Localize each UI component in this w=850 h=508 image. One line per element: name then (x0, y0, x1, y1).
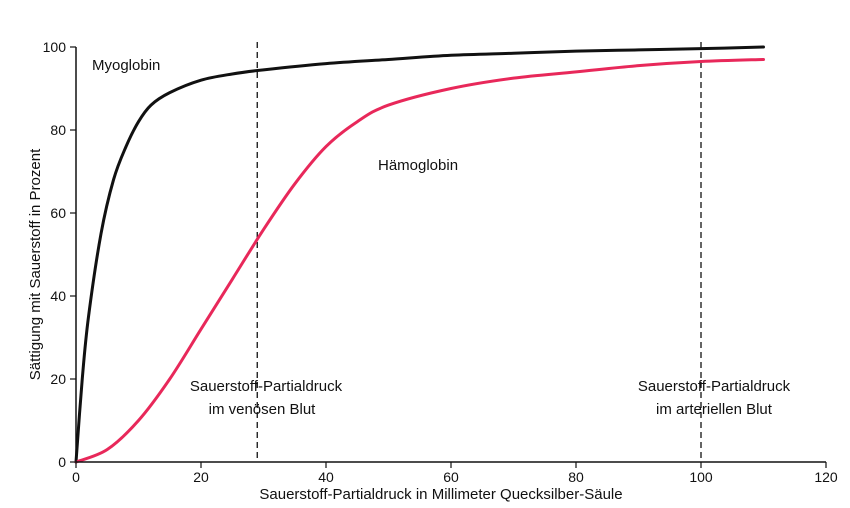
series-label-myoglobin: Myoglobin (92, 57, 160, 74)
y-tick-label: 80 (50, 122, 66, 138)
axes (75, 47, 826, 463)
x-tick-label: 40 (318, 469, 334, 485)
reference-lines (256, 42, 702, 462)
venous-annotation-line1: Sauerstoff-Partialdruck (190, 378, 343, 395)
series-label-haemoglobin: Hämoglobin (378, 157, 458, 174)
x-tick-label: 60 (443, 469, 459, 485)
x-tick-label: 0 (72, 469, 80, 485)
x-tick-label: 120 (814, 469, 838, 485)
arterial-annotation-line1: Sauerstoff-Partialdruck (638, 378, 791, 395)
y-tick-label: 0 (58, 454, 66, 470)
y-tick-label: 20 (50, 371, 66, 387)
x-axis-label: Sauerstoff-Partialdruck in Millimeter Qu… (259, 486, 622, 503)
series-line-myoglobin (74, 45, 765, 464)
y-tick-label: 40 (50, 288, 66, 304)
y-tick-label: 100 (43, 39, 67, 55)
y-tick-label: 60 (50, 205, 66, 221)
y-axis-label: Sättigung mit Sauerstoff in Prozent (27, 148, 44, 380)
arterial-annotation-line2: im arteriellen Blut (656, 401, 773, 418)
tick-marks: 0 20 40 60 80 100 120 0 20 40 60 80 100 (43, 39, 838, 485)
x-tick-label: 20 (193, 469, 209, 485)
series-line-haemoglobin (74, 57, 765, 464)
x-tick-label: 80 (568, 469, 584, 485)
series-lines (74, 45, 765, 464)
venous-annotation-line2: im venösen Blut (209, 401, 317, 418)
x-tick-label: 100 (689, 469, 713, 485)
chart-labels: Sauerstoff-Partialdruck in Millimeter Qu… (27, 57, 791, 503)
